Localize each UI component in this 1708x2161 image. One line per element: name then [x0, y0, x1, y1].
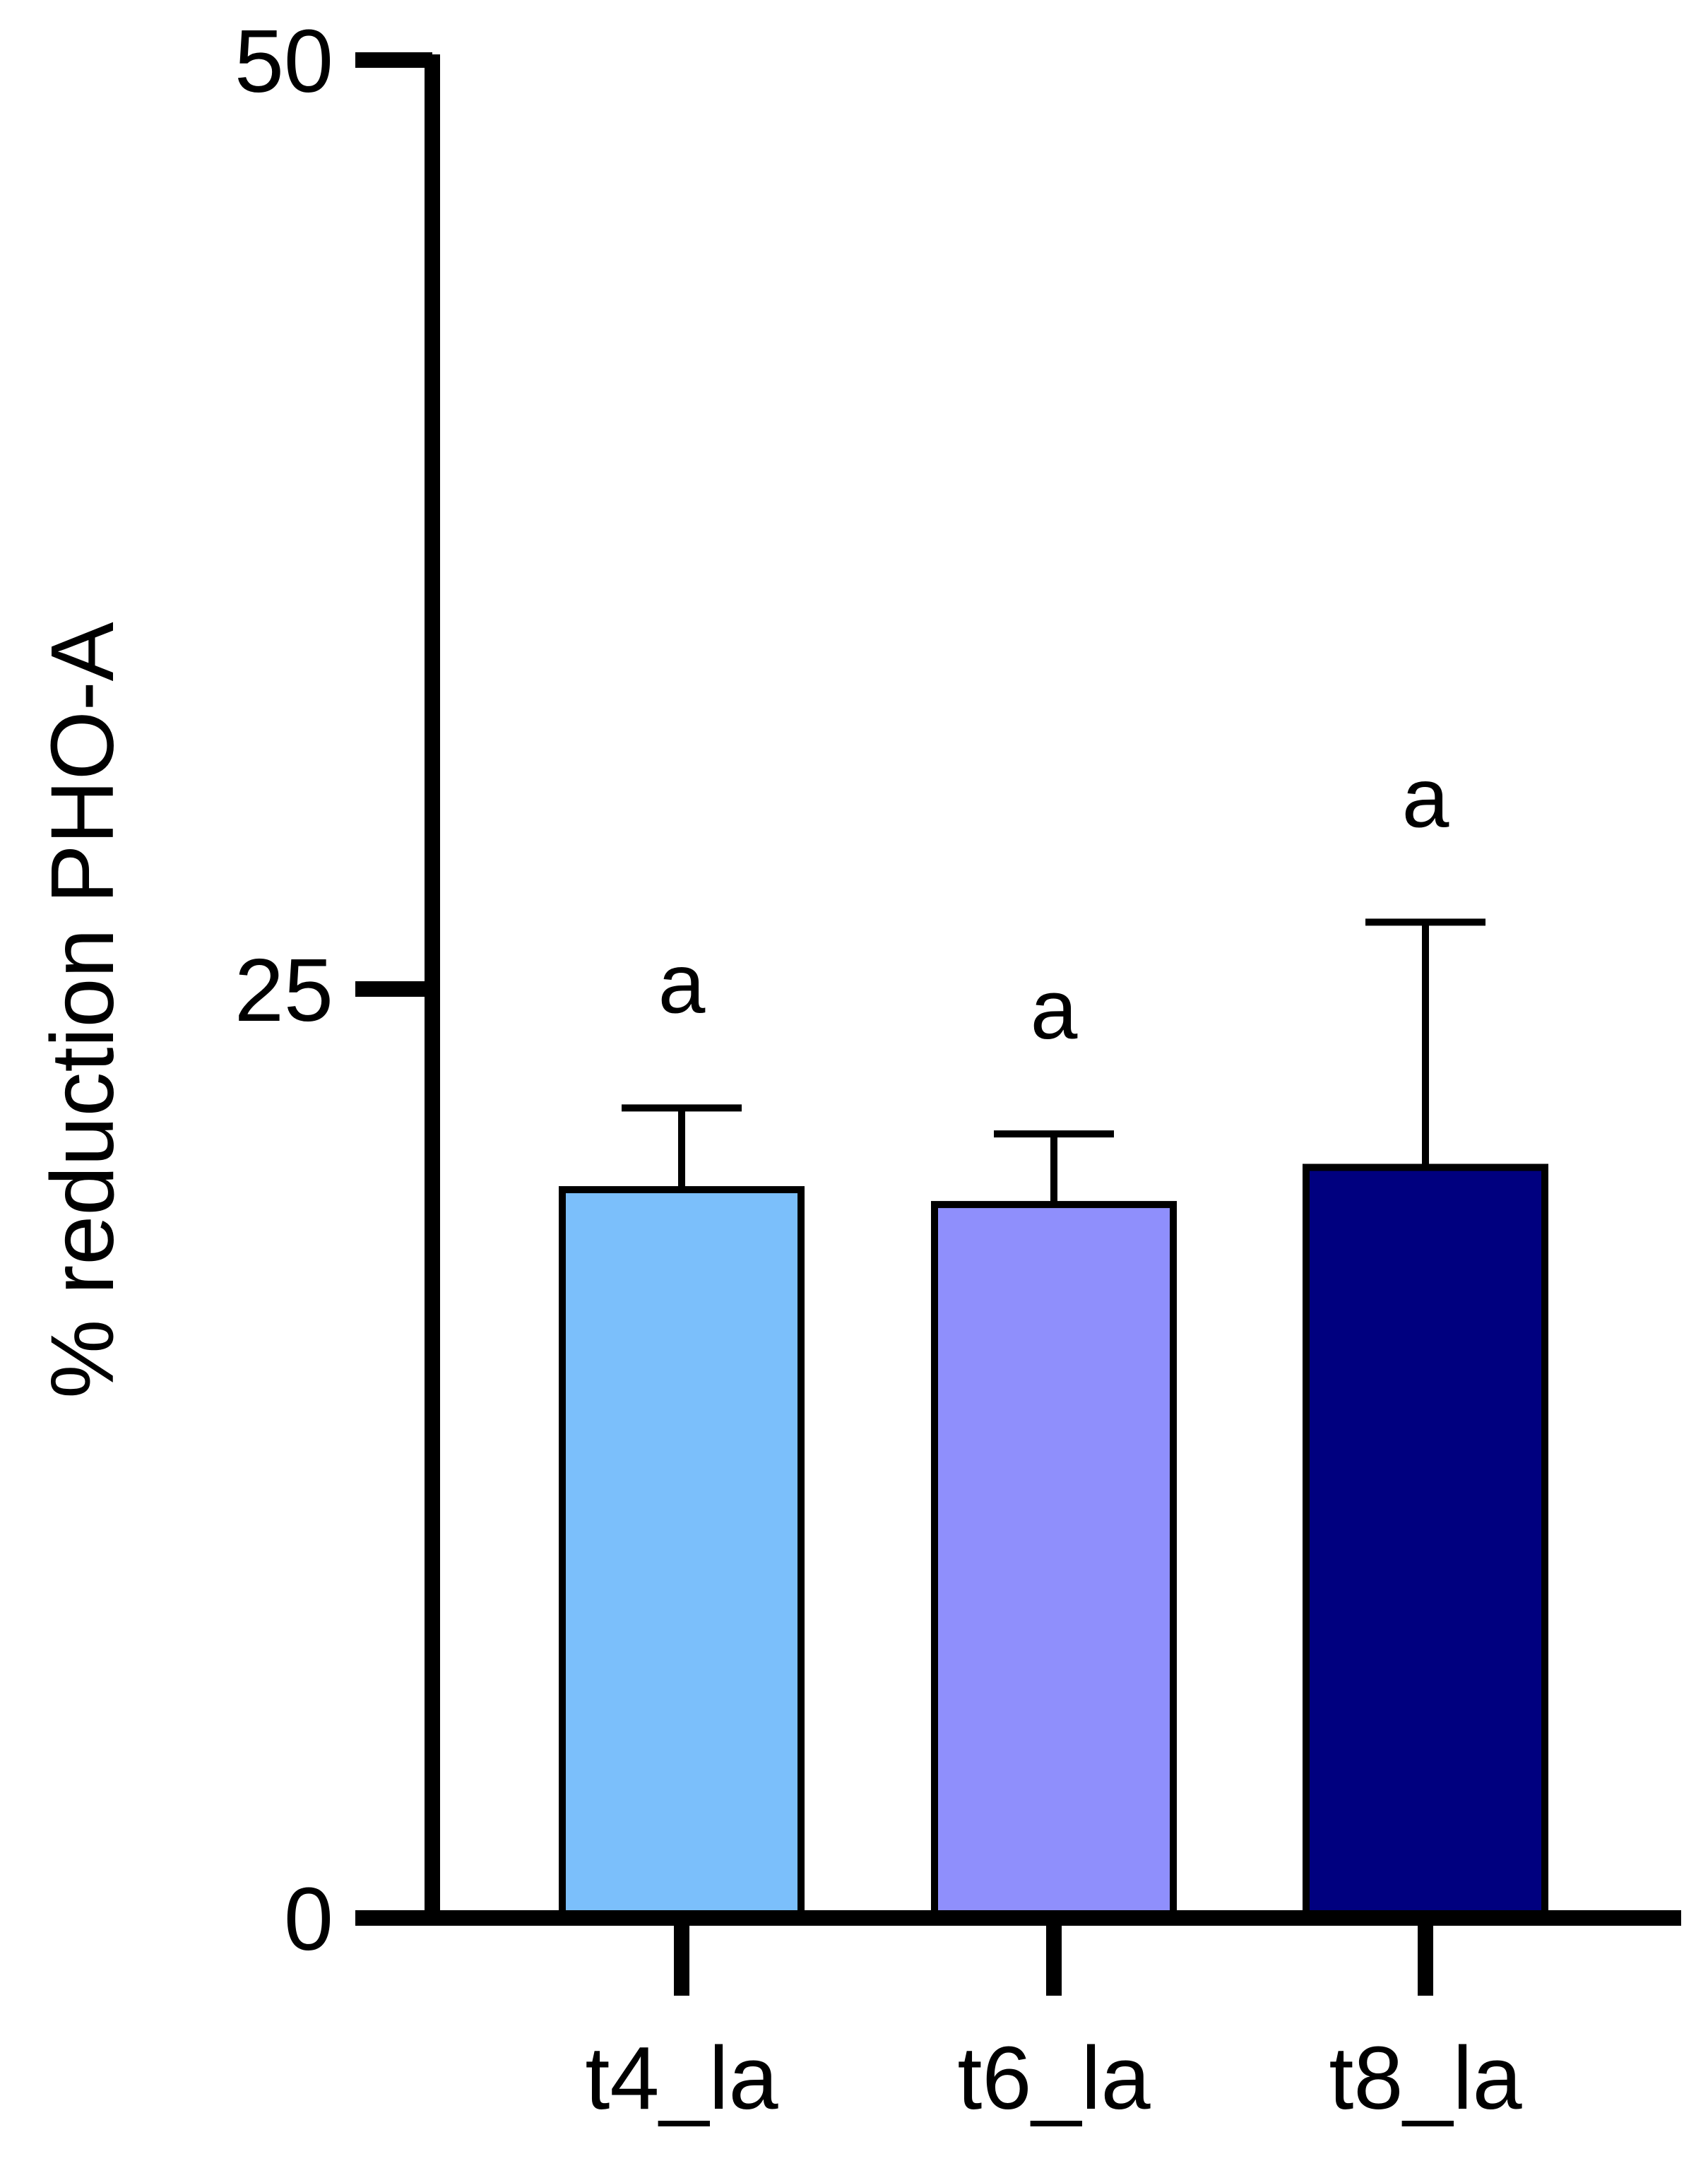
bar-t8_la — [1303, 1164, 1548, 1922]
y-axis-ticks: 0 25 50 — [235, 11, 432, 1969]
x-tick-label: t6_la — [957, 2028, 1151, 2128]
bar-t6_la — [931, 1201, 1177, 1922]
significance-label: a — [1402, 750, 1449, 845]
y-axis-label-group: % reduction PHO-A — [32, 622, 132, 1398]
significance-label: a — [658, 936, 706, 1031]
y-tick-label: 0 — [284, 1869, 333, 1969]
x-tick-label: t4_la — [585, 2028, 778, 2128]
error-bars — [622, 918, 1485, 1205]
x-axis-ticks: t4_la t6_la t8_la — [585, 1918, 1523, 2128]
significance-labels: a a a — [658, 750, 1449, 1057]
y-tick-label: 50 — [235, 11, 333, 111]
bar-t4_la — [559, 1186, 805, 1922]
axes — [355, 54, 1681, 1926]
bars — [559, 1164, 1548, 1922]
significance-label: a — [1031, 962, 1078, 1057]
y-tick-label: 25 — [235, 940, 333, 1040]
x-tick-label: t8_la — [1329, 2028, 1522, 2128]
y-axis-label: % reduction PHO-A — [32, 622, 132, 1398]
